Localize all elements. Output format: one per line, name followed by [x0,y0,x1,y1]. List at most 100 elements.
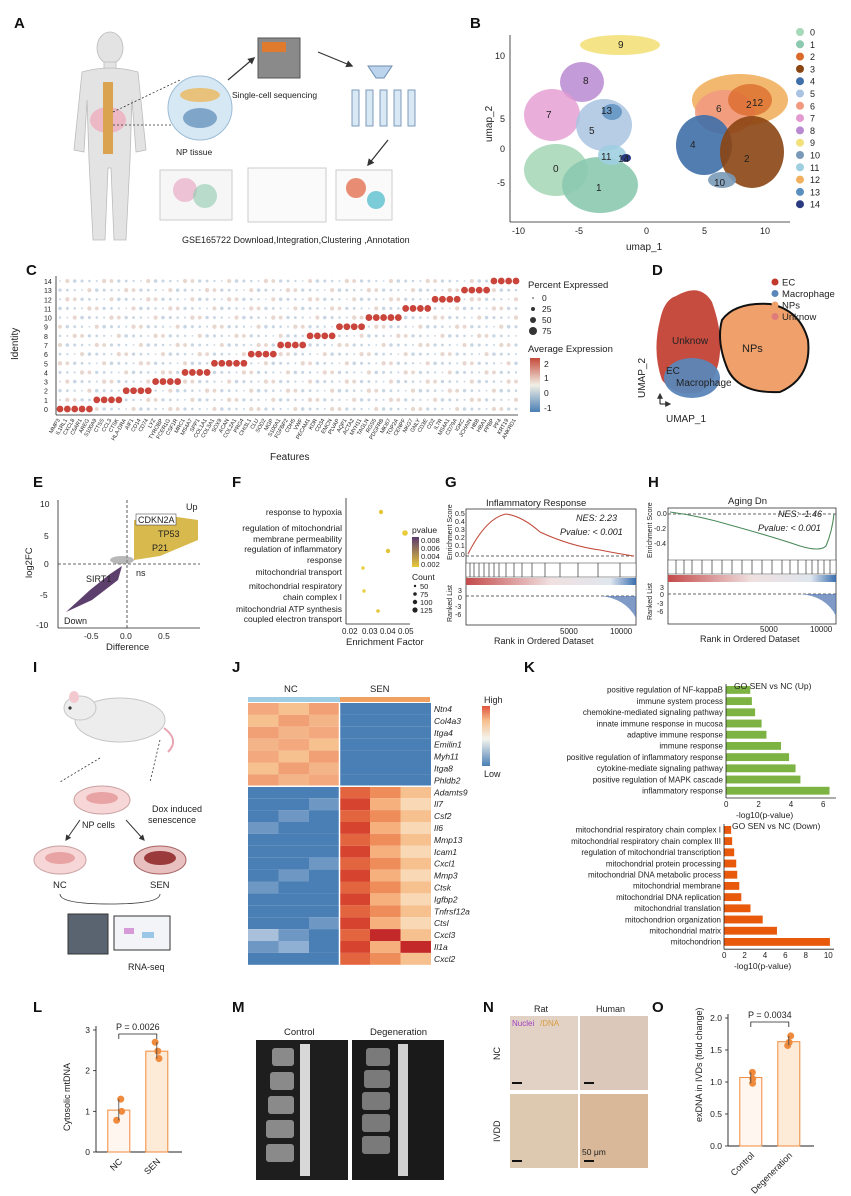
c-dot [462,343,466,347]
g-rtick-2: -3 [455,604,461,611]
c-dot [463,407,467,411]
j-cell [279,810,310,822]
j-cell [309,858,340,870]
c-dot [73,279,77,283]
j-cell [279,763,310,775]
c-dot [191,289,194,292]
c-dot [271,398,275,402]
rat-illustration [64,691,173,752]
c-dot [345,279,349,283]
b-legend-swatch-8 [796,126,804,134]
j-cell [279,917,310,929]
c-dot [323,298,326,301]
f-xtick-2: 0.04 [380,627,396,636]
k-up-bar [726,720,762,728]
b-legend-swatch-4 [796,77,804,85]
j-cell [248,846,279,858]
c-dot [352,297,356,301]
j-cell [370,810,401,822]
c-dot [301,361,305,365]
c-dot [455,306,459,310]
c-dot [441,390,443,392]
c-dot [81,390,83,392]
b-legend-label-7: 7 [810,114,815,124]
c-dot [117,316,121,320]
b-label-7: 7 [546,110,552,121]
figure-canvas: A B C D E F G H I J K L M N O NP tissue … [0,0,851,1196]
k-up-term: positive regulation of NF-kappaB [607,686,723,695]
c-dot [80,334,84,338]
c-dot [440,334,444,338]
o-ytick: 1.5 [710,1045,722,1055]
l-cat: SEN [142,1156,162,1176]
c-dot [309,407,312,410]
c-dot [508,298,510,300]
c-dot [353,289,356,292]
c-dot [169,352,173,356]
c-dot [196,369,203,376]
c-dot [110,279,114,283]
c-dot [285,342,292,349]
c-dot [499,389,503,393]
c-dot [88,344,90,346]
c-dot [103,371,106,374]
c-dot [358,323,365,330]
c-dot [139,343,143,347]
c-dot [279,398,283,402]
c-dot [330,389,334,393]
c-dot [382,407,386,411]
c-dot [286,288,290,292]
j-cell [279,870,310,882]
c-dot [485,380,488,383]
c-dot [161,370,165,374]
n-scalebar-3 [512,1160,522,1162]
c-dot [161,398,164,401]
c-dot [382,307,386,311]
g-xlabel: Rank in Ordered Dataset [494,636,594,646]
k-down-xtick: 10 [824,951,833,960]
b-legend-label-5: 5 [810,89,815,99]
c-dot [338,389,342,393]
c-dot [389,307,392,310]
j-cell [248,870,279,882]
j-cell [309,882,340,894]
c-dot [271,380,275,384]
panel-letter-o: O [652,999,664,1016]
umap-thumbnail-cluster-2 [193,184,217,208]
c-dot [102,343,106,347]
c-dot [280,372,282,374]
b-xtick-3: 5 [702,226,707,236]
c-dot [279,380,282,383]
c-dot [146,297,150,301]
e-ytick-0: 10 [40,499,50,509]
c-dot [514,343,517,346]
c-dot [338,407,342,411]
c-dot [464,280,466,282]
h-rank-curve [800,594,836,616]
c-dot [493,380,496,383]
c-dot [330,352,334,356]
c-dot [183,325,187,329]
j-cell [248,834,279,846]
c-dot [455,389,459,393]
c-dot [411,407,415,411]
c-dot [153,334,157,338]
j-cell [340,786,371,798]
c-identity-6: 6 [44,352,48,359]
b-xlabel: umap_1 [626,242,663,253]
c-dot [493,398,496,401]
j-cell [401,786,432,798]
j-cell [279,858,310,870]
c-dot [191,361,195,365]
c-dot [390,389,393,392]
c-dot [352,279,356,283]
c-dot [382,335,385,338]
k-up-xlabel: -log10(p-value) [736,810,793,820]
panel-letter-n: N [483,999,494,1016]
c-dot [361,372,363,374]
c-dot [235,380,239,384]
c-dot [507,361,511,365]
c-colorbar [530,358,540,412]
k-down-term: mitochondrial translation [634,904,721,913]
c-dot [249,407,253,411]
